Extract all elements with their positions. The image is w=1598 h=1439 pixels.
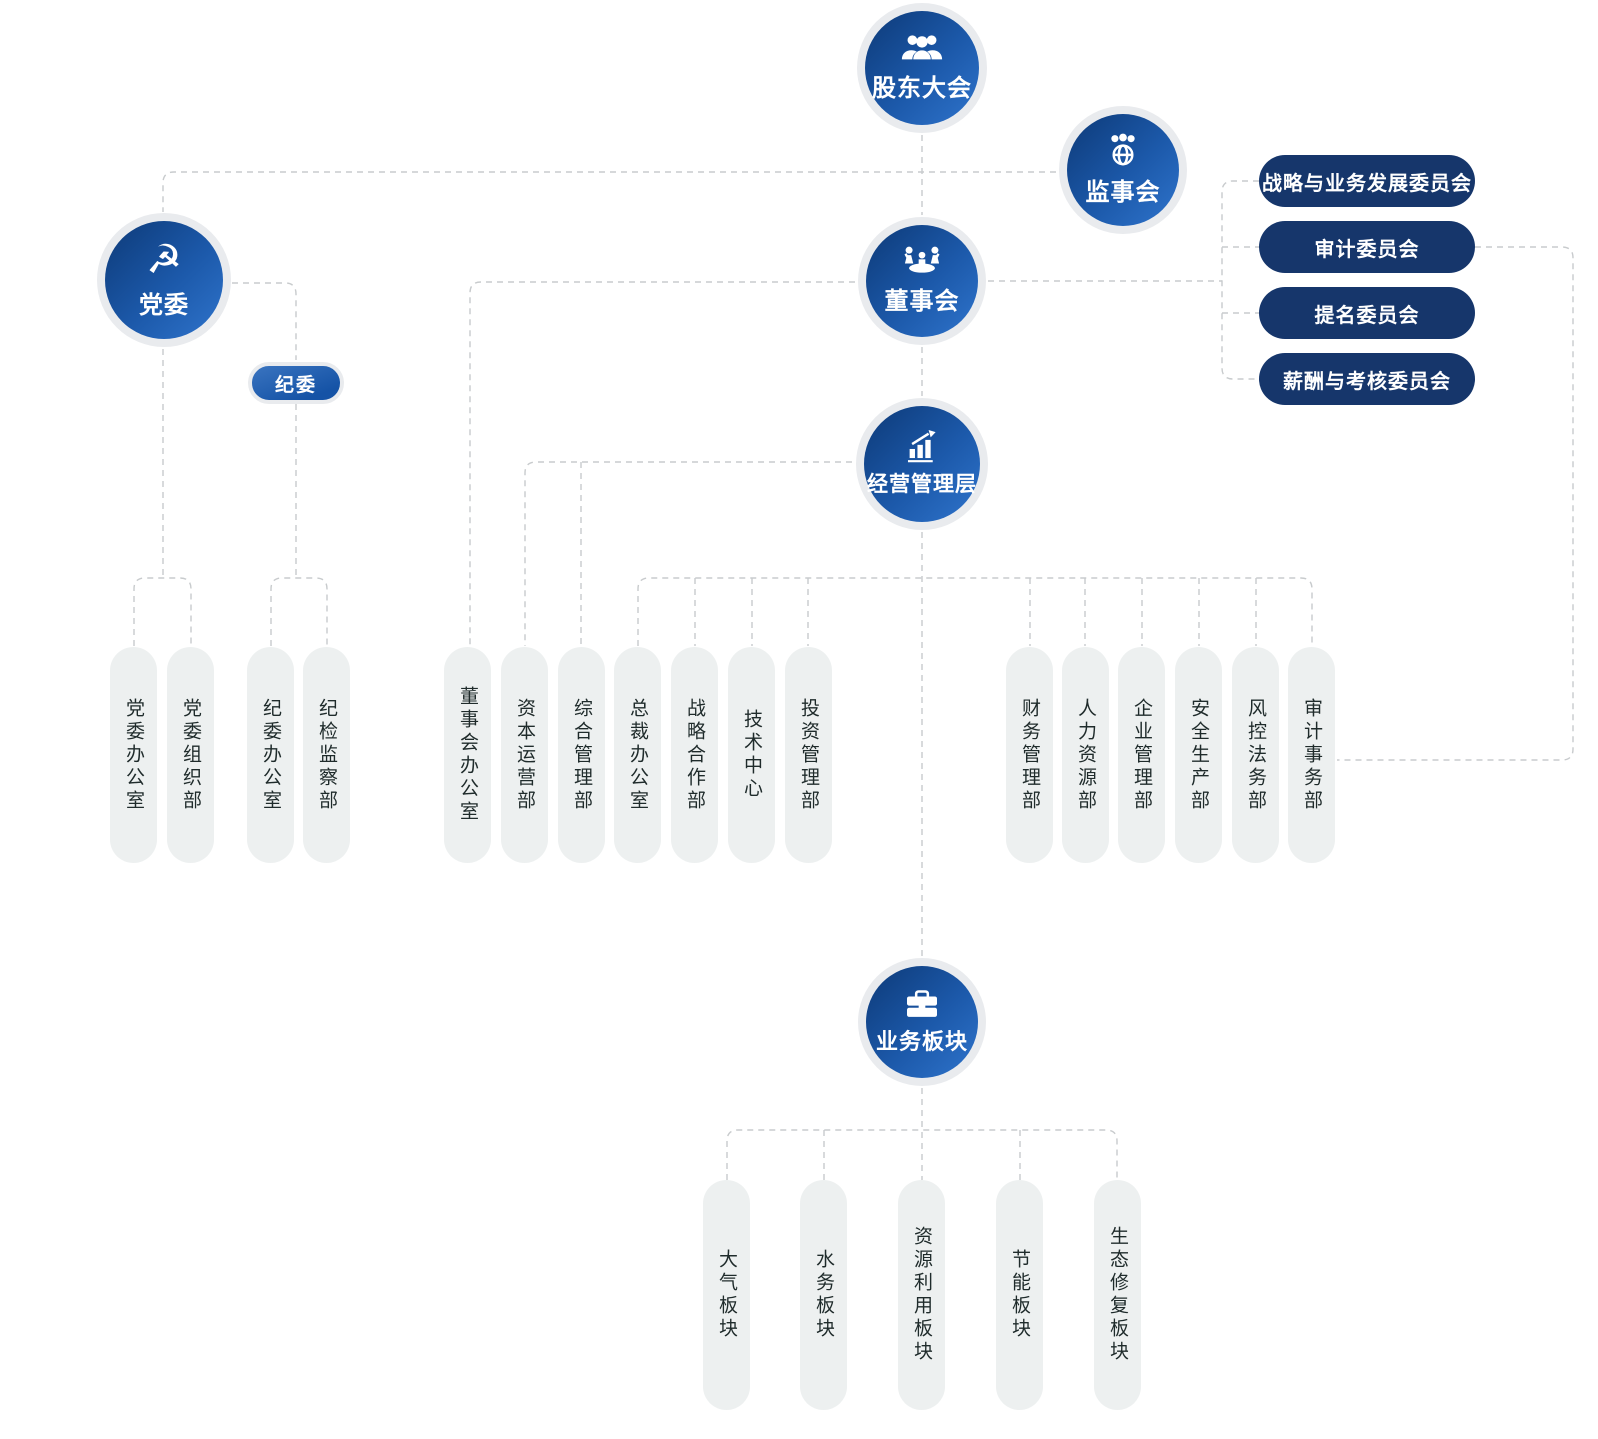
dept-party-organization: 党委组织部 xyxy=(167,647,214,863)
committee-remuneration-assessment: 薪酬与考核委员会 xyxy=(1259,353,1475,405)
committee-audit: 审计委员会 xyxy=(1259,221,1475,273)
dept-discipline-office: 纪委办公室 xyxy=(247,647,294,863)
segment-ecological-restoration: 生态修复板块 xyxy=(1094,1180,1141,1410)
node-business-segments: 业务板块 xyxy=(858,958,986,1086)
dept-president-office: 总裁办公室 xyxy=(614,647,661,863)
hammer-sickle-icon: ☭ xyxy=(146,237,182,283)
growth-chart-icon xyxy=(907,430,936,463)
dept-capital-operations: 资本运营部 xyxy=(501,647,548,863)
dept-strategic-cooperation: 战略合作部 xyxy=(671,647,718,863)
node-management-body: 经营管理层 xyxy=(864,406,980,522)
node-business-label: 业务板块 xyxy=(875,1028,968,1054)
dept-finance-management: 财务管理部 xyxy=(1006,647,1053,863)
segment-atmosphere: 大气板块 xyxy=(703,1180,750,1410)
segment-water: 水务板块 xyxy=(800,1180,847,1410)
node-board-body: 董事会 xyxy=(866,225,978,337)
node-board-of-directors: 董事会 xyxy=(858,217,986,345)
dept-enterprise-management: 企业管理部 xyxy=(1118,647,1165,863)
node-supervisory-board: 监事会 xyxy=(1059,106,1187,234)
dept-audit-affairs: 审计事务部 xyxy=(1288,647,1335,863)
node-discipline-label: 纪委 xyxy=(274,374,317,396)
node-party-committee: ☭ 党委 xyxy=(97,213,231,347)
dept-party-office: 党委办公室 xyxy=(110,647,157,863)
node-party-label: 党委 xyxy=(139,292,189,319)
node-management-label: 经营管理层 xyxy=(867,473,977,496)
meeting-icon xyxy=(904,246,940,273)
node-party-body: ☭ 党委 xyxy=(105,221,223,339)
node-discipline-committee: 纪委 xyxy=(248,362,344,404)
dept-technology-center: 技术中心 xyxy=(728,647,775,863)
node-shareholders-body: 股东大会 xyxy=(865,11,979,125)
node-shareholders-label: 股东大会 xyxy=(872,75,972,102)
dept-investment-management: 投资管理部 xyxy=(785,647,832,863)
node-supervisory-body: 监事会 xyxy=(1067,114,1179,226)
dept-safety-production: 安全生产部 xyxy=(1175,647,1222,863)
dept-human-resources: 人力资源部 xyxy=(1062,647,1109,863)
node-management-team: 经营管理层 xyxy=(856,398,988,530)
dept-discipline-inspection: 纪检监察部 xyxy=(303,647,350,863)
dept-board-office: 董事会办公室 xyxy=(444,647,491,863)
node-business-body: 业务板块 xyxy=(866,966,978,1078)
committee-nomination: 提名委员会 xyxy=(1259,287,1475,339)
dept-general-management: 综合管理部 xyxy=(558,647,605,863)
segment-resource-utilization: 资源利用板块 xyxy=(898,1180,945,1410)
node-board-label: 董事会 xyxy=(884,288,960,315)
committee-strategy-business-development: 战略与业务发展委员会 xyxy=(1259,155,1475,207)
node-shareholders: 股东大会 xyxy=(857,3,987,133)
briefcase-icon xyxy=(907,989,937,1017)
segment-energy-saving: 节能板块 xyxy=(996,1180,1043,1410)
people-group-icon xyxy=(901,35,943,60)
globe-people-icon xyxy=(1111,133,1135,166)
dept-risk-legal: 风控法务部 xyxy=(1232,647,1279,863)
node-supervisory-label: 监事会 xyxy=(1085,179,1161,206)
